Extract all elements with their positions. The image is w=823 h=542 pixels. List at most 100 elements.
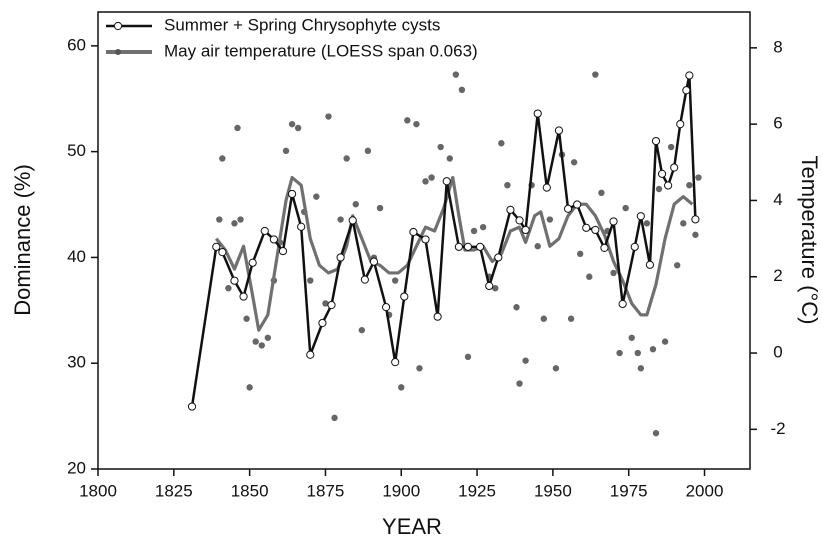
x-tick-label: 1825 xyxy=(155,481,193,500)
scatter-point xyxy=(237,216,244,223)
scatter-point xyxy=(649,346,657,353)
point-marker xyxy=(542,183,551,192)
y2-tick-label: 0 xyxy=(773,343,782,362)
scatter-point xyxy=(513,304,520,311)
x-tick-label: 2000 xyxy=(686,481,724,500)
scatter-point xyxy=(243,315,250,322)
point-marker xyxy=(278,246,288,256)
scatter-point xyxy=(622,204,629,212)
scatter-point xyxy=(391,277,399,284)
point-marker xyxy=(476,242,485,251)
point-marker xyxy=(463,242,473,251)
scatter-point xyxy=(416,365,423,372)
scatter-point xyxy=(413,120,420,128)
x-axis-label: YEAR xyxy=(382,514,442,539)
point-marker xyxy=(630,242,639,251)
y2-tick-label: 8 xyxy=(773,37,782,56)
point-marker xyxy=(664,181,673,190)
point-marker xyxy=(591,225,600,235)
scatter-point xyxy=(546,216,554,223)
scatter-point xyxy=(567,315,575,322)
point-marker xyxy=(682,86,691,95)
series-line xyxy=(190,74,697,407)
point-marker xyxy=(297,222,306,231)
point-marker xyxy=(400,292,409,301)
scatter-point xyxy=(464,353,472,361)
point-marker xyxy=(409,227,418,237)
point-marker xyxy=(287,189,297,199)
point-marker xyxy=(239,292,248,301)
scatter-point xyxy=(586,273,593,280)
point-marker xyxy=(369,257,379,266)
legend-label: Summer + Spring Chrysophyte cysts xyxy=(164,15,440,34)
point-marker xyxy=(618,299,627,309)
point-marker xyxy=(563,204,573,213)
point-marker xyxy=(691,215,700,224)
y-tick-label: 60 xyxy=(67,35,86,54)
scatter-point xyxy=(225,284,232,292)
y2-tick-label: -2 xyxy=(770,419,785,438)
scatter-point xyxy=(343,155,350,162)
scatter-point xyxy=(570,159,578,166)
point-marker xyxy=(218,248,227,257)
scatter-point xyxy=(655,185,663,193)
x-tick-label: 1925 xyxy=(458,481,496,500)
point-marker xyxy=(433,312,442,321)
y-axis-label: Dominance (%) xyxy=(10,164,35,316)
scatter-point xyxy=(234,124,241,132)
point-marker xyxy=(442,177,451,186)
scatter-point xyxy=(288,120,296,128)
x-tick-label: 1950 xyxy=(534,481,572,500)
point-marker xyxy=(327,300,336,310)
scatter-point xyxy=(479,223,487,231)
y-tick-label: 20 xyxy=(67,458,86,477)
scatter-point xyxy=(446,155,453,162)
point-marker xyxy=(348,216,357,225)
point-marker xyxy=(248,258,257,267)
point-marker xyxy=(454,242,463,251)
scatter-point xyxy=(652,429,660,437)
x-tick-label: 1800 xyxy=(79,481,117,500)
point-marker xyxy=(485,281,494,291)
point-marker xyxy=(685,71,694,80)
point-marker xyxy=(600,243,609,253)
scatter-point xyxy=(522,357,529,364)
scatter-point xyxy=(674,262,681,269)
legend-marker xyxy=(115,49,121,55)
scatter-point xyxy=(216,216,223,223)
scatter-point xyxy=(325,113,332,120)
x-tick-label: 1875 xyxy=(307,481,345,500)
point-marker xyxy=(554,126,564,135)
point-marker xyxy=(582,223,591,232)
scatter-point xyxy=(492,284,499,292)
point-marker xyxy=(494,253,503,262)
scatter-point xyxy=(252,338,259,345)
scatter-point xyxy=(422,178,429,185)
scatter-point xyxy=(337,216,344,223)
y2-axis-label: Temperature (°C) xyxy=(797,156,822,325)
point-marker xyxy=(336,253,345,262)
scatter-point xyxy=(470,227,478,235)
point-marker xyxy=(212,242,221,251)
scatter-point xyxy=(264,334,272,341)
y2-tick-label: 6 xyxy=(773,114,782,133)
point-marker xyxy=(676,120,685,129)
scatter-point xyxy=(246,384,253,391)
plot-frame xyxy=(97,11,751,470)
point-marker xyxy=(657,169,667,178)
scatter-point xyxy=(498,140,505,147)
point-marker xyxy=(318,318,327,328)
y-tick-label: 50 xyxy=(67,141,86,160)
scatter-point xyxy=(610,269,617,277)
point-marker xyxy=(515,216,524,225)
point-marker xyxy=(306,350,315,359)
x-tick-label: 1850 xyxy=(231,481,269,500)
x-tick-label: 1975 xyxy=(610,481,648,500)
point-marker xyxy=(391,358,400,367)
scatter-point xyxy=(680,220,687,227)
point-marker xyxy=(230,276,239,285)
scatter-point xyxy=(231,220,238,227)
point-marker xyxy=(521,225,530,235)
scatter-point xyxy=(219,155,226,162)
scatter-point xyxy=(643,220,651,227)
